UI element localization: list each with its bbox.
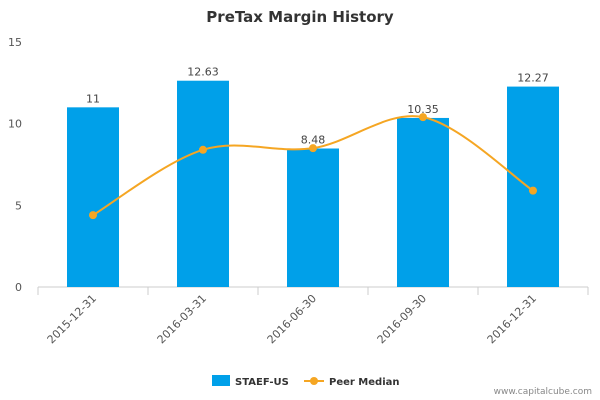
peer-median-point bbox=[419, 113, 427, 122]
bar bbox=[67, 107, 119, 287]
bar-data-label: 8.48 bbox=[301, 133, 326, 146]
y-tick-label: 15 bbox=[8, 36, 22, 49]
bar bbox=[177, 80, 229, 288]
legend-marker-peer-median bbox=[310, 377, 318, 385]
bar-data-label: 12.27 bbox=[517, 72, 549, 85]
y-tick-label: 10 bbox=[8, 118, 22, 131]
x-tick-label: 2015-12-31 bbox=[45, 292, 99, 346]
legend-label-staef: STAEF-US bbox=[235, 377, 289, 388]
x-tick-label: 2016-03-31 bbox=[155, 292, 209, 346]
legend-label-peer-median: Peer Median bbox=[329, 377, 400, 388]
legend-swatch-staef bbox=[212, 375, 230, 386]
bar-data-label: 11 bbox=[86, 92, 100, 105]
credit-text: www.capitalcube.com bbox=[494, 387, 592, 397]
chart-title: PreTax Margin History bbox=[206, 8, 394, 26]
x-tick-label: 2016-09-30 bbox=[375, 292, 429, 346]
peer-median-point bbox=[89, 211, 97, 220]
x-tick-label: 2016-06-30 bbox=[265, 292, 319, 346]
bar-data-label: 10.35 bbox=[407, 103, 439, 116]
peer-median-point bbox=[199, 145, 207, 154]
bar bbox=[397, 117, 449, 287]
y-tick-label: 5 bbox=[15, 199, 22, 212]
bar-data-labels: 11 12.63 8.48 10.35 12.27 bbox=[86, 66, 549, 147]
bar bbox=[287, 148, 339, 287]
x-tick-label: 2016-12-31 bbox=[485, 292, 539, 346]
y-axis: 0 5 10 15 bbox=[8, 36, 22, 294]
bar-data-label: 12.63 bbox=[187, 66, 219, 79]
peer-median-points bbox=[89, 113, 537, 220]
bar-series bbox=[67, 80, 559, 288]
y-tick-label: 0 bbox=[15, 281, 22, 294]
legend: STAEF-US Peer Median bbox=[212, 375, 400, 388]
peer-median-point bbox=[529, 186, 537, 195]
x-axis: 2015-12-31 2016-03-31 2016-06-30 2016-09-30… bbox=[37, 287, 589, 346]
peer-median-point bbox=[309, 144, 317, 153]
